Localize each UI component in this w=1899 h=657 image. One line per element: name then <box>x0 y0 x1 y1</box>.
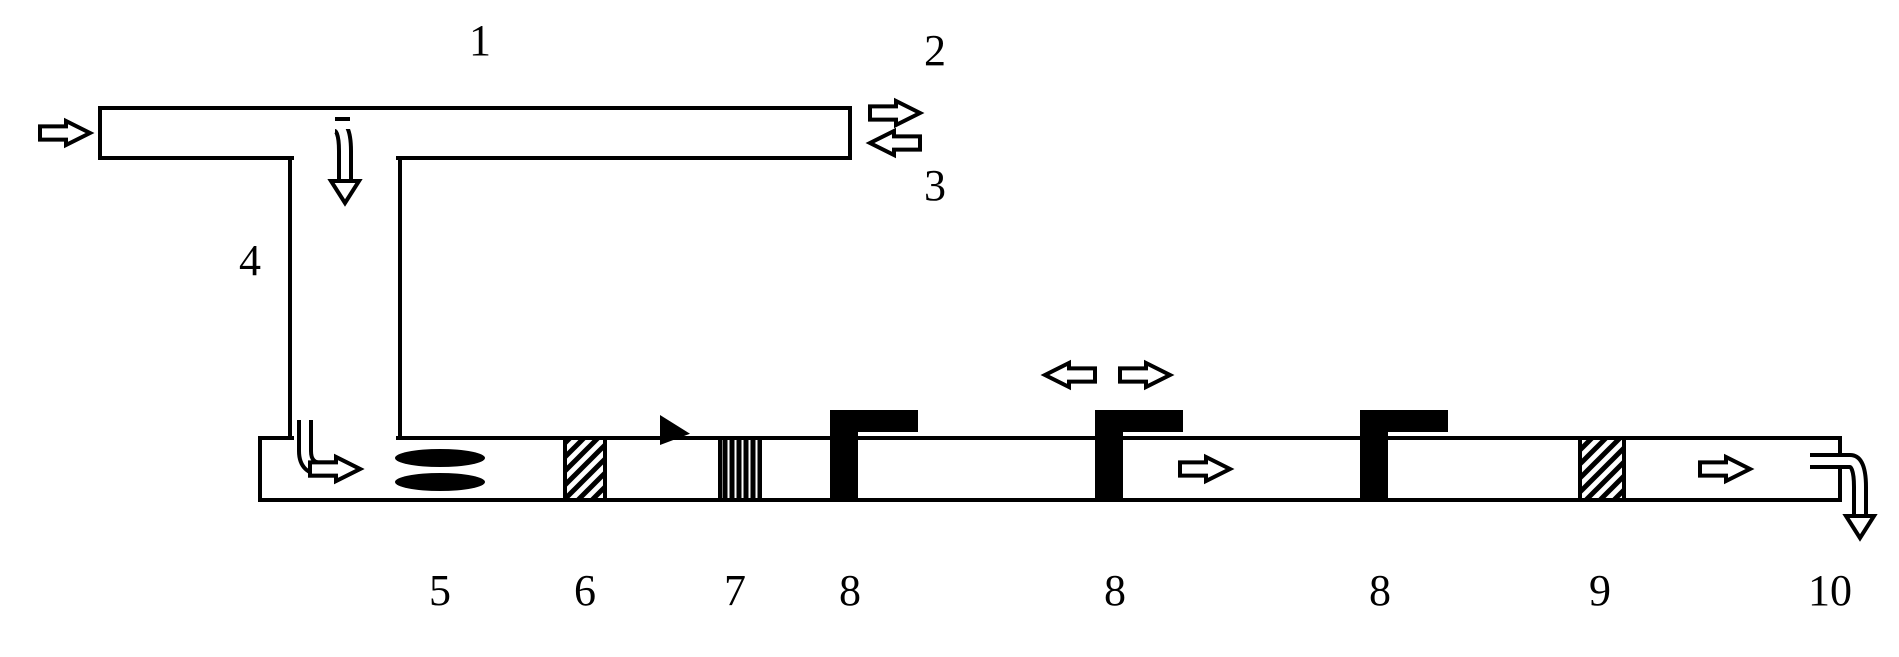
label-10: 10 <box>1808 566 1852 615</box>
arrow-a3_left <box>870 131 920 155</box>
ellipse-2 <box>395 473 485 491</box>
diagram-canvas: 1 2 3 4 5 6 7 8 8 8 9 10 <box>0 0 1899 657</box>
hatched-h6 <box>565 438 605 500</box>
arrow-a2 <box>870 101 920 125</box>
label-6: 6 <box>574 566 596 615</box>
ellipse-1 <box>395 449 485 467</box>
label-9: 9 <box>1589 566 1611 615</box>
label-4: 4 <box>239 236 261 285</box>
arrow-in_top <box>40 121 90 145</box>
arrow-outlet_10 <box>1846 516 1874 538</box>
label-1: 1 <box>469 16 491 65</box>
arrow-pair_right <box>1120 363 1170 387</box>
arrow-pair_left <box>1045 363 1095 387</box>
label-8b: 8 <box>1104 566 1126 615</box>
label-8a: 8 <box>839 566 861 615</box>
label-5: 5 <box>429 566 451 615</box>
label-7: 7 <box>724 566 746 615</box>
label-2: 2 <box>924 26 946 75</box>
label-8c: 8 <box>1369 566 1391 615</box>
label-3: 3 <box>924 161 946 210</box>
hatched-h7 <box>720 438 760 500</box>
top-channel <box>100 108 850 158</box>
hatched-h9 <box>1580 438 1624 500</box>
